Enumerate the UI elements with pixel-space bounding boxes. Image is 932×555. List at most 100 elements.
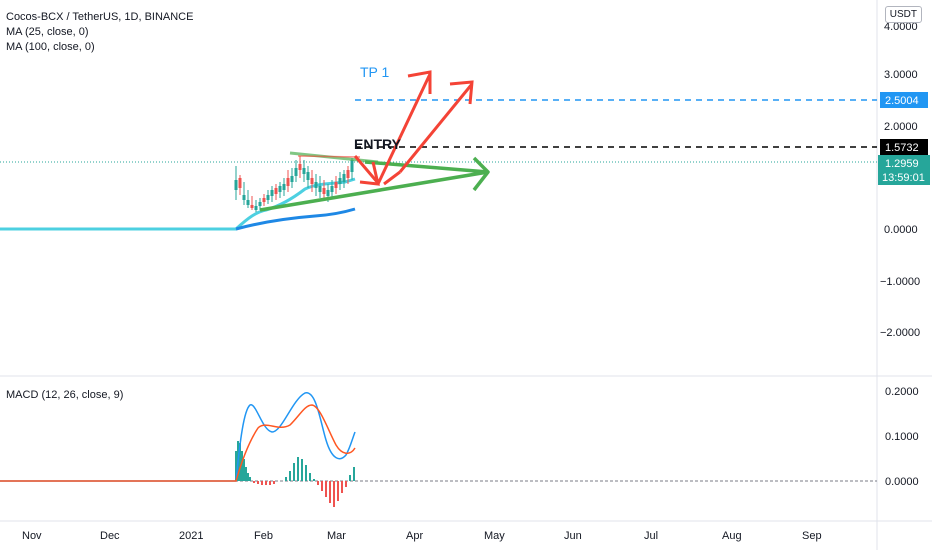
macd-tick: 0.1000 bbox=[885, 431, 919, 443]
macd-histogram-bar bbox=[333, 481, 335, 507]
macd-histogram-bar bbox=[345, 481, 347, 487]
candle-body bbox=[238, 178, 242, 188]
time-label: Dec bbox=[100, 530, 120, 542]
candle-body bbox=[278, 186, 282, 192]
macd-histogram-bar bbox=[309, 473, 311, 481]
macd-histogram-bar bbox=[241, 451, 243, 481]
price-tick: 0.0000 bbox=[884, 224, 918, 236]
tp-price-label: 2.5004 bbox=[885, 95, 919, 107]
macd-histogram-bar bbox=[353, 467, 355, 481]
ma100-legend[interactable]: MA (100, close, 0) bbox=[6, 41, 95, 53]
macd-histogram bbox=[235, 441, 355, 507]
macd-histogram-bar bbox=[245, 467, 247, 481]
candle-body bbox=[294, 168, 298, 176]
ma25-legend[interactable]: MA (25, close, 0) bbox=[6, 26, 89, 38]
time-label: Sep bbox=[802, 530, 822, 542]
macd-histogram-bar bbox=[317, 481, 319, 485]
macd-histogram-bar bbox=[341, 481, 343, 493]
macd-histogram-bar bbox=[337, 481, 339, 501]
macd-histogram-bar bbox=[289, 471, 291, 481]
macd-line bbox=[0, 392, 356, 482]
macd-histogram-bar bbox=[257, 481, 259, 484]
candle-body bbox=[258, 202, 262, 206]
time-label: Apr bbox=[406, 530, 423, 542]
macd-histogram-bar bbox=[325, 481, 327, 497]
macd-histogram-bar bbox=[265, 481, 267, 485]
flag-box-line bbox=[297, 155, 361, 158]
macd-histogram-bar bbox=[313, 479, 315, 481]
macd-histogram-bar bbox=[269, 481, 271, 485]
candle-body bbox=[250, 205, 254, 208]
price-tick: 4.0000 bbox=[884, 21, 918, 33]
candle-body bbox=[274, 188, 278, 194]
macd-tick: 0.2000 bbox=[885, 386, 919, 398]
red-arrow-up-2-head bbox=[449, 80, 474, 105]
macd-histogram-bar bbox=[235, 451, 237, 481]
candle-body bbox=[282, 184, 286, 190]
candle-body bbox=[338, 178, 342, 184]
entry-price-label: 1.5732 bbox=[885, 142, 919, 154]
candle-body bbox=[350, 160, 354, 172]
ma25-line bbox=[0, 177, 356, 231]
candle-body bbox=[262, 198, 266, 202]
macd-histogram-bar bbox=[297, 457, 299, 481]
candle-body bbox=[318, 186, 322, 192]
green-wedge-upper bbox=[364, 160, 489, 174]
candle-body bbox=[326, 190, 330, 196]
time-label: Feb bbox=[254, 530, 273, 542]
candle-body bbox=[290, 176, 294, 182]
candle-body bbox=[322, 188, 326, 194]
macd-histogram-bar bbox=[285, 477, 287, 481]
red-arrow-down bbox=[353, 155, 380, 184]
last-price-badge bbox=[878, 155, 930, 185]
candle-body bbox=[306, 172, 310, 180]
candle-body bbox=[242, 195, 246, 200]
time-label: Mar bbox=[327, 530, 346, 542]
macd-histogram-bar bbox=[329, 481, 331, 503]
candle-body bbox=[234, 180, 238, 190]
countdown-label: 13:59:01 bbox=[882, 172, 925, 184]
signal-line bbox=[0, 404, 356, 482]
candle-body bbox=[254, 206, 258, 210]
ma100-line bbox=[235, 207, 356, 231]
macd-histogram-bar bbox=[273, 481, 275, 484]
main-legend: Cocos-BCX / TetherUS, 1D, BINANCE MA (25… bbox=[6, 10, 193, 55]
candle-body bbox=[302, 168, 306, 174]
red-arrow-up-2 bbox=[398, 83, 474, 173]
macd-histogram-bar bbox=[301, 459, 303, 481]
price-tick: 3.0000 bbox=[884, 69, 918, 81]
price-tick: −1.0000 bbox=[880, 276, 920, 288]
macd-histogram-bar bbox=[321, 481, 323, 491]
time-label: Jul bbox=[644, 530, 658, 542]
currency-badge[interactable]: USDT bbox=[884, 6, 922, 23]
macd-histogram-bar bbox=[247, 473, 249, 481]
candle-body bbox=[330, 186, 334, 192]
time-label: May bbox=[484, 530, 505, 542]
time-label: 2021 bbox=[179, 530, 203, 542]
macd-histogram-bar bbox=[249, 477, 251, 481]
macd-histogram-bar bbox=[239, 443, 241, 481]
macd-tick: 0.0000 bbox=[885, 476, 919, 488]
candle-body bbox=[266, 195, 270, 200]
candle-body bbox=[246, 200, 250, 205]
candle-body bbox=[342, 174, 346, 182]
candle-body bbox=[298, 164, 302, 170]
candle-body bbox=[310, 178, 314, 184]
red-arrow-bend bbox=[383, 170, 401, 186]
red-arrow-up-1 bbox=[376, 73, 432, 185]
green-arrow-head bbox=[472, 156, 490, 192]
candle-body bbox=[334, 182, 338, 188]
candle-body bbox=[346, 170, 350, 178]
time-label: Nov bbox=[22, 530, 42, 542]
entry-annotation: ENTRY bbox=[354, 136, 402, 152]
green-wedge-lower bbox=[259, 170, 489, 212]
tp1-annotation: TP 1 bbox=[360, 64, 390, 80]
macd-histogram-bar bbox=[349, 475, 351, 481]
symbol-title[interactable]: Cocos-BCX / TetherUS, 1D, BINANCE bbox=[6, 11, 194, 23]
time-label: Jun bbox=[564, 530, 582, 542]
last-price-label: 1.2959 bbox=[885, 158, 919, 170]
macd-title[interactable]: MACD (12, 26, close, 9) bbox=[6, 389, 124, 401]
price-tick: −2.0000 bbox=[880, 327, 920, 339]
